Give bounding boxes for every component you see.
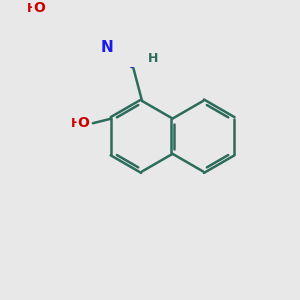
Text: O: O (33, 1, 45, 15)
Text: H: H (26, 2, 37, 15)
Text: N: N (100, 40, 113, 55)
Text: H: H (148, 52, 158, 65)
Text: H: H (71, 117, 81, 130)
Text: O: O (78, 116, 90, 130)
